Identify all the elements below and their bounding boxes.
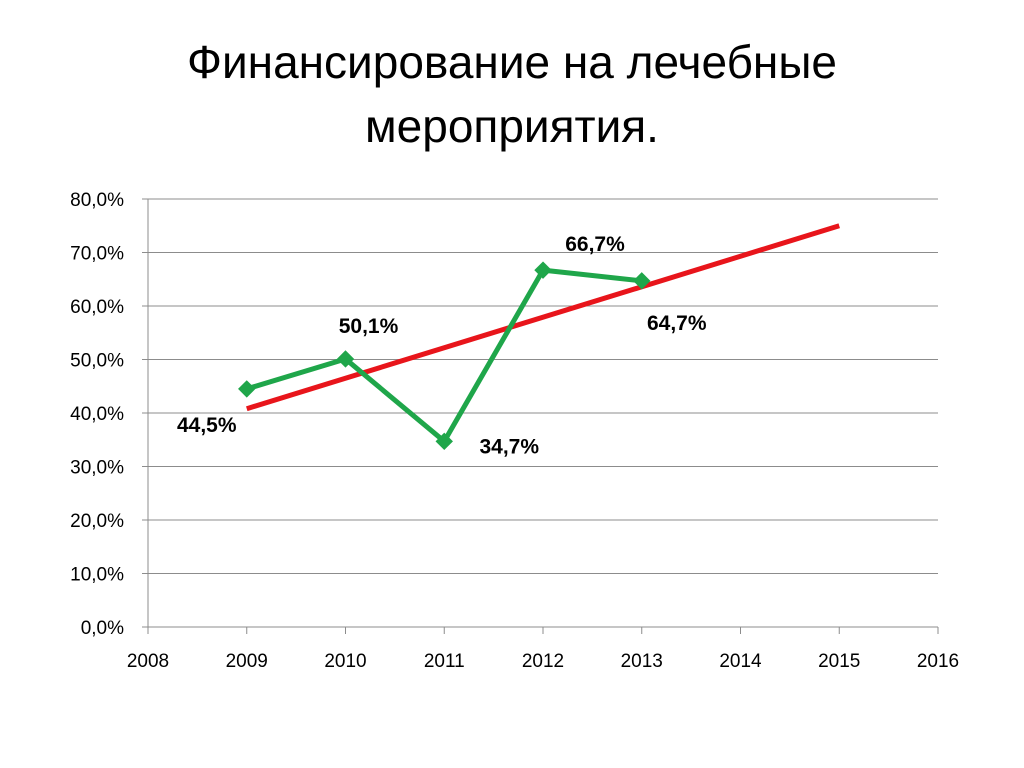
slide-title: Финансирование на лечебные мероприятия. [0,30,1024,158]
slide-title-line-1: Финансирование на лечебные [187,36,837,88]
series-point [633,272,651,290]
x-tick-label: 2010 [324,651,366,672]
y-tick-label: 80,0% [70,190,124,211]
y-tick-label: 0,0% [81,618,124,639]
x-tick-label: 2011 [424,651,465,672]
y-tick-label: 10,0% [70,565,124,586]
y-tick-label: 20,0% [70,511,124,532]
x-tick-label: 2012 [522,651,564,672]
slide-title-line-2: мероприятия. [365,100,659,152]
grid-lines [148,198,938,574]
trendline [246,223,840,412]
data-label: 44,5% [177,414,237,437]
data-label: 64,7% [647,312,707,335]
data-labels: 44,5% 50,1% 34,7% 66,7% 64,7% [177,233,707,458]
y-tick-labels: 0,0% 10,0% 20,0% 30,0% 40,0% 50,0% 60,0% 70,0% 8… [70,190,124,639]
x-tick-labels: 2008 2009 2010 2011 2012 2013 2014 2015 2016 [127,651,959,672]
y-tick-label: 60,0% [70,297,124,318]
series [238,223,840,451]
series-point [534,261,552,279]
data-label: 66,7% [565,233,625,256]
series-point [238,380,256,398]
x-tick-label: 2015 [818,651,860,672]
y-tick-label: 70,0% [70,244,124,265]
x-tick-label: 2013 [621,651,663,672]
x-tick-label: 2008 [127,651,169,672]
series-point [336,350,355,368]
y-tick-label: 50,0% [70,351,124,372]
data-label: 34,7% [479,435,539,458]
series-point [435,432,453,451]
x-tick-label: 2014 [719,651,762,672]
x-tick-label: 2009 [226,651,268,672]
x-tick-label: 2016 [917,651,959,672]
axes [142,198,939,634]
y-tick-label: 30,0% [70,458,124,479]
series-line [246,267,643,444]
y-tick-label: 40,0% [70,404,124,425]
data-label: 50,1% [339,315,399,338]
